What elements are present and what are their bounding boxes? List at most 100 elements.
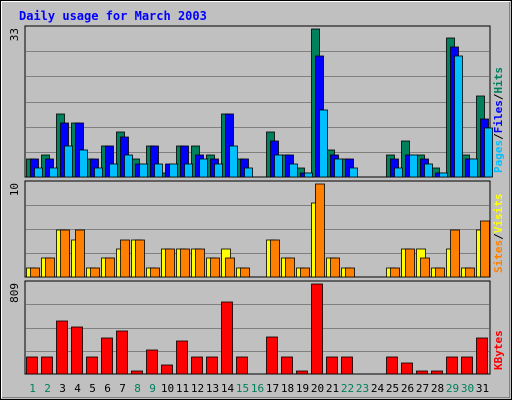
x-tick-label-day-11: 11 [176,382,189,395]
bar-pages-day-9 [154,163,163,178]
bar-pages-day-17 [274,154,283,178]
legend-entry: Hits [492,67,505,94]
bar-kbytes-day-8 [131,370,143,375]
bar-kbytes-day-4 [71,326,83,375]
legend-entry: Sites [492,240,505,273]
x-tick-label-day-26: 26 [401,382,414,395]
bar-sites-day-21 [330,257,340,278]
bar-sites-day-4 [75,229,85,278]
x-tick-label-day-3: 3 [59,382,66,395]
bar-sites-day-31 [480,220,490,278]
bar-sites-day-11 [180,248,190,278]
bar-kbytes-day-22 [341,356,353,375]
bar-pages-day-30 [469,158,478,178]
bar-kbytes-day-17 [266,336,278,375]
x-tick-label-day-25: 25 [386,382,399,395]
bar-pages-day-19 [304,172,313,178]
bar-pages-day-11 [184,163,193,178]
x-tick-label-day-8: 8 [134,382,141,395]
x-tick-label-day-28: 28 [431,382,444,395]
bar-pages-day-31 [484,127,493,178]
panel-visits-sites: 10 Sites/Visits [8,180,505,278]
x-tick-label-day-27: 27 [416,382,429,395]
x-tick-label-day-21: 21 [326,382,339,395]
bar-pages-day-28 [439,172,448,178]
bar-sites-day-28 [435,267,445,278]
bar-kbytes-day-1 [26,356,38,375]
bar-sites-day-20 [315,183,325,278]
bar-sites-day-10 [165,248,175,278]
bar-pages-day-20 [319,109,328,178]
bar-kbytes-day-31 [476,337,488,375]
bar-pages-day-22 [349,167,358,178]
bar-pages-day-26 [409,154,418,178]
x-tick-label-day-2: 2 [44,382,51,395]
x-tick-label-day-23: 23 [356,382,369,395]
x-tick-label-day-30: 30 [461,382,474,395]
bar-pages-day-18 [289,163,298,178]
x-tick-label-day-24: 24 [371,382,385,395]
bar-pages-day-15 [244,167,253,178]
x-tick-label-day-31: 31 [476,382,489,395]
bar-pages-day-14 [229,145,238,178]
bar-sites-day-25 [390,267,400,278]
bar-pages-day-12 [199,158,208,178]
x-tick-label-day-4: 4 [74,382,81,395]
bar-kbytes-day-6 [101,337,113,375]
x-tick-label-day-20: 20 [311,382,324,395]
bar-sites-day-15 [240,267,250,278]
bar-sites-day-30 [465,267,475,278]
y-max-label: 809 [8,283,21,303]
bar-sites-day-1 [30,267,40,278]
x-tick-label-day-1: 1 [29,382,36,395]
chart-panels: 33Pages/Files/Hits10Sites/Visits809KByte… [8,25,505,375]
bar-pages-day-7 [124,154,133,178]
bar-kbytes-day-7 [116,330,128,375]
x-tick-label-day-10: 10 [161,382,174,395]
bar-sites-day-5 [90,267,100,278]
bar-sites-day-6 [105,257,115,278]
bar-sites-day-26 [405,248,415,278]
y-max-label: 10 [8,183,21,196]
bar-kbytes-day-13 [206,356,218,375]
bar-sites-day-7 [120,239,130,278]
x-tick-label-day-29: 29 [446,382,459,395]
bar-sites-day-29 [450,229,460,278]
bar-kbytes-day-9 [146,349,158,375]
bar-pages-day-25 [394,167,403,178]
bar-pages-day-27 [424,163,433,178]
bar-kbytes-day-11 [176,340,188,375]
bar-kbytes-day-25 [386,356,398,375]
bar-kbytes-day-2 [41,356,53,375]
bar-sites-day-8 [135,239,145,278]
bar-kbytes-day-10 [161,364,173,375]
x-tick-label-day-14: 14 [221,382,235,395]
x-tick-label-day-5: 5 [89,382,96,395]
bar-pages-day-10 [169,163,178,178]
series-legend-label: Sites/Visits [492,194,505,274]
bar-kbytes-day-27 [416,370,428,375]
bar-kbytes-day-12 [191,356,203,375]
x-tick-label-day-13: 13 [206,382,219,395]
legend-entry: Visits [492,194,505,234]
bar-sites-day-18 [285,257,295,278]
x-tick-label-day-6: 6 [104,382,111,395]
x-tick-label-day-22: 22 [341,382,354,395]
legend-entry: KBytes [492,330,505,370]
bar-sites-day-22 [345,267,355,278]
bar-sites-day-27 [420,257,430,278]
legend-entry: / [492,93,505,100]
bar-pages-day-4 [79,149,88,178]
y-max-label: 33 [8,28,21,41]
bar-kbytes-day-14 [221,301,233,375]
bar-pages-day-3 [64,145,73,178]
bar-pages-day-8 [139,163,148,178]
bar-kbytes-day-19 [296,370,308,375]
panel-background [24,25,491,178]
x-axis-day-labels: 1 2 3 4 5 6 7 8 9 10 11 12 13 14 15 16 17 18 19 20 21 22 23 24 2… [29,382,489,395]
bar-kbytes-day-20 [311,283,323,375]
bar-kbytes-day-30 [461,356,473,375]
bar-kbytes-day-18 [281,356,293,375]
chart-title: Daily usage for March 2003 [19,9,207,23]
